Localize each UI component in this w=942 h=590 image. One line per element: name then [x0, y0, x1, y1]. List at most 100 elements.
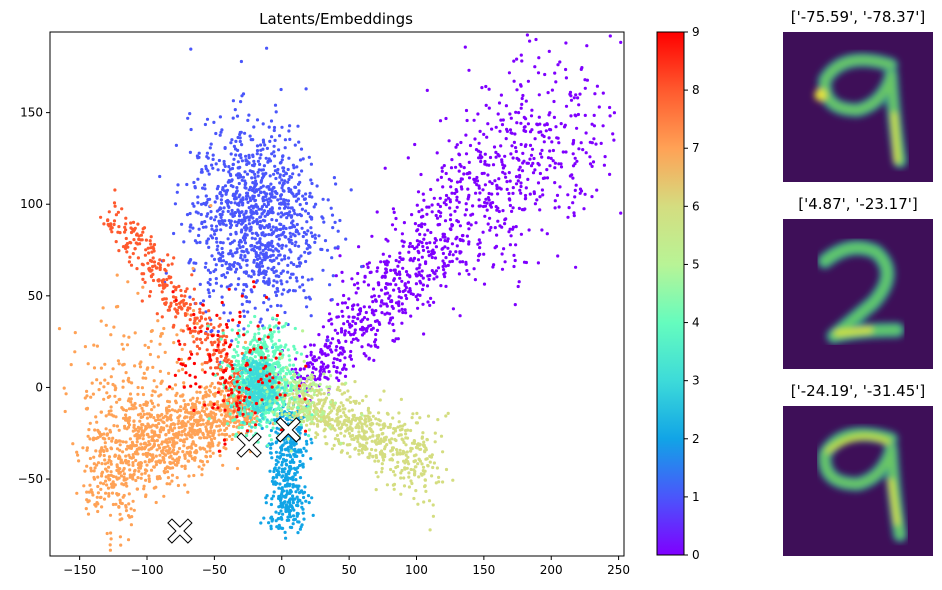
scatter-point — [214, 236, 218, 241]
scatter-point — [414, 295, 418, 299]
scatter-point — [403, 461, 407, 465]
scatter-point — [183, 483, 187, 487]
scatter-point — [279, 454, 283, 459]
scatter-point — [550, 88, 555, 92]
scatter-point — [509, 116, 513, 120]
scatter-point — [209, 234, 213, 238]
scatter-point — [528, 39, 532, 43]
scatter-point — [192, 321, 196, 325]
scatter-point — [398, 255, 402, 260]
scatter-point — [424, 261, 428, 266]
scatter-point — [455, 180, 460, 184]
scatter-point — [280, 447, 284, 451]
scatter-point — [404, 443, 408, 447]
scatter-point — [264, 501, 268, 505]
scatter-point — [486, 222, 490, 226]
scatter-point — [176, 416, 180, 420]
scatter-point — [450, 242, 454, 246]
scatter-point — [345, 451, 350, 455]
scatter-point — [276, 289, 280, 293]
scatter-point — [71, 442, 75, 446]
scatter-point — [295, 503, 299, 507]
scatter-point — [200, 473, 204, 477]
scatter-point — [495, 183, 499, 187]
scatter-point — [234, 153, 238, 157]
scatter-point — [518, 188, 522, 192]
scatter-point — [444, 198, 448, 202]
scatter-point — [215, 366, 219, 370]
scatter-point — [343, 413, 347, 417]
scatter-point — [305, 379, 309, 383]
scatter-point — [203, 331, 208, 336]
scatter-point — [550, 140, 554, 144]
scatter-point — [307, 251, 311, 255]
scatter-point — [219, 198, 223, 202]
scatter-point — [225, 335, 229, 339]
scatter-point — [289, 455, 293, 459]
scatter-point — [501, 170, 505, 174]
scatter-point — [282, 478, 286, 483]
scatter-point — [265, 308, 270, 312]
scatter-point — [650, 191, 653, 194]
scatter-point — [135, 233, 139, 237]
scatter-point — [450, 259, 454, 263]
scatter-point — [570, 173, 574, 177]
scatter-point — [242, 314, 246, 318]
scatter-point — [183, 464, 187, 468]
scatter-point — [287, 256, 291, 260]
scatter-point — [154, 463, 158, 467]
scatter-point — [143, 253, 147, 257]
scatter-point — [576, 96, 580, 100]
scatter-point — [221, 463, 225, 467]
scatter-point — [349, 349, 353, 354]
scatter-point — [221, 348, 225, 352]
scatter-point — [140, 299, 144, 303]
scatter-point — [422, 198, 426, 202]
scatter-point — [467, 272, 471, 276]
scatter-point — [528, 143, 533, 147]
scatter-point — [335, 366, 339, 370]
scatter-point — [228, 221, 232, 225]
scatter-point — [256, 174, 260, 178]
scatter-point — [121, 385, 125, 389]
scatter-point — [370, 234, 374, 238]
scatter-point — [228, 384, 232, 388]
scatter-point — [297, 425, 301, 430]
scatter-point — [181, 439, 185, 443]
scatter-point — [487, 106, 491, 110]
scatter-point — [281, 154, 285, 159]
scatter-point — [490, 181, 494, 186]
scatter-point — [229, 152, 233, 156]
scatter-point — [413, 472, 417, 476]
scatter-point — [393, 268, 397, 272]
scatter-point — [420, 208, 424, 212]
scatter-point — [360, 345, 364, 349]
scatter-point — [126, 425, 131, 429]
scatter-point — [118, 467, 122, 471]
scatter-point — [227, 219, 231, 223]
scatter-point — [270, 218, 274, 222]
scatter-point — [256, 170, 260, 174]
scatter-point — [355, 423, 359, 427]
scatter-point — [577, 23, 580, 26]
scatter-point — [248, 196, 252, 200]
scatter-point — [253, 162, 257, 166]
scatter-point — [230, 437, 234, 441]
scatter-point — [460, 177, 464, 181]
scatter-point — [426, 228, 430, 232]
scatter-point — [508, 112, 512, 116]
scatter-point — [284, 171, 288, 175]
scatter-point — [129, 507, 133, 511]
scatter-point — [382, 422, 386, 426]
scatter-point — [99, 495, 103, 499]
scatter-point — [150, 401, 155, 405]
scatter-point — [151, 365, 155, 369]
scatter-point — [84, 507, 88, 511]
scatter-point — [412, 246, 417, 251]
scatter-point — [350, 340, 354, 344]
scatter-point — [415, 239, 419, 243]
scatter-point — [280, 258, 284, 262]
scatter-point — [216, 329, 220, 334]
scatter-point — [285, 453, 289, 457]
scatter-point — [107, 492, 111, 496]
